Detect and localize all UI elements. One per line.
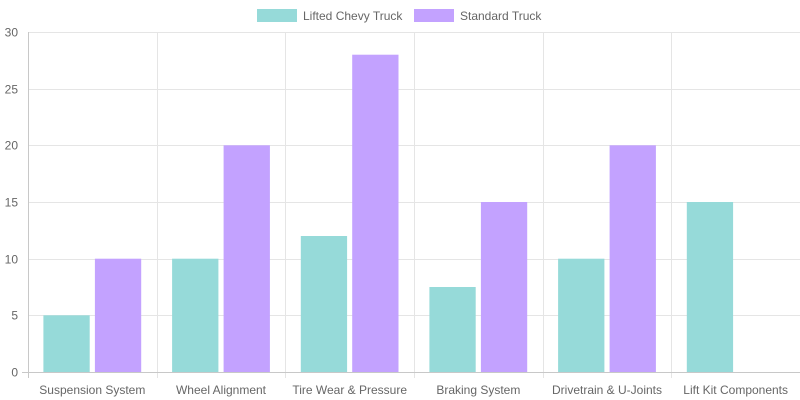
legend-swatch — [257, 9, 297, 22]
legend-label: Lifted Chevy Truck — [303, 9, 403, 23]
bar-standard-truck — [94, 258, 142, 372]
y-tick-label: 25 — [5, 83, 19, 97]
bar-standard-truck — [609, 145, 656, 372]
bar-lifted-chevy-truck — [300, 236, 348, 372]
legend-swatch — [414, 9, 454, 22]
y-tick-label: 30 — [5, 26, 19, 40]
x-tick-label: Braking System — [436, 383, 520, 397]
y-tick-label: 0 — [11, 366, 18, 380]
y-tick-label: 5 — [11, 309, 18, 323]
legend: Lifted Chevy Truck Standard Truck — [257, 9, 542, 23]
bar-lifted-chevy-truck — [43, 315, 90, 372]
x-tick-label: Lift Kit Components — [683, 383, 788, 397]
x-tick-label: Drivetrain & U-Joints — [552, 383, 662, 397]
legend-label: Standard Truck — [460, 9, 542, 23]
bar-lifted-chevy-truck — [558, 258, 605, 372]
bar-lifted-chevy-truck — [429, 287, 476, 372]
x-tick-label: Suspension System — [39, 383, 145, 397]
x-tick-label: Tire Wear & Pressure — [292, 383, 407, 397]
bar-standard-truck — [352, 54, 399, 372]
x-tick-label: Wheel Alignment — [176, 383, 267, 397]
bar-standard-truck — [223, 145, 270, 372]
legend-item-standard-truck[interactable]: Standard Truck — [414, 9, 542, 23]
bars — [43, 54, 734, 372]
bar-standard-truck — [480, 202, 528, 372]
axes: 0 5 10 15 20 25 30 Suspension System Wheel Align… — [5, 26, 800, 397]
y-tick-label: 10 — [5, 253, 19, 267]
bar-lifted-chevy-truck — [172, 258, 219, 372]
grid — [28, 32, 800, 378]
bar-lifted-chevy-truck — [686, 202, 734, 372]
legend-item-lifted-chevy-truck[interactable]: Lifted Chevy Truck — [257, 9, 403, 23]
y-tick-label: 15 — [5, 196, 19, 210]
y-tick-label: 20 — [5, 139, 19, 153]
